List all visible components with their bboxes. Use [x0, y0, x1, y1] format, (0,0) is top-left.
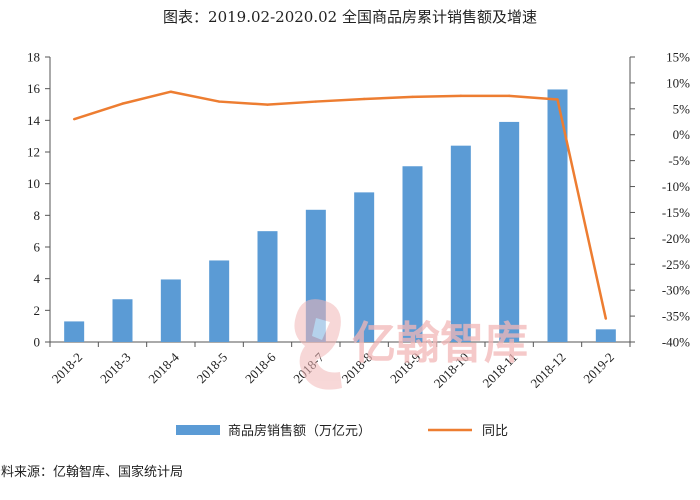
left-tick-label: 10 [27, 176, 40, 191]
growth-line [73, 90, 608, 319]
line-point [169, 90, 173, 93]
x-tick-label: 2018-4 [145, 349, 182, 386]
right-tick-label: 0% [673, 127, 691, 142]
legend-bar-swatch [176, 425, 220, 435]
chart-title: 图表：2019.02-2020.02 全国商品房累计销售额及增速 [163, 8, 537, 26]
bar [209, 260, 230, 342]
legend-line-label: 同比 [482, 424, 508, 439]
line-point [266, 103, 269, 106]
left-tick-label: 14 [27, 113, 41, 128]
line-point [604, 317, 608, 320]
x-axis-ticks [49, 342, 631, 347]
line-point [121, 102, 124, 105]
watermark-text: 亿翰智库 [352, 318, 528, 369]
left-axis-ticks: 0 2 4 6 8 10 12 14 16 18 [27, 50, 50, 350]
source-note: 资料来源：亿翰智库、国家统计局 [0, 464, 183, 480]
right-axis-ticks: -40% -35% -30% -25% -20% -15% -10% -5% 0% 5% 10% 15… [630, 50, 690, 350]
watermark: 亿翰智库 [294, 299, 528, 390]
line-point [217, 100, 221, 103]
legend: 商品房销售额（万亿元） 同比 [176, 423, 508, 439]
bar [257, 231, 278, 342]
right-tick-label: -30% [662, 283, 690, 298]
legend-bar-label: 商品房销售额（万亿元） [228, 423, 371, 439]
right-tick-label: -25% [662, 257, 690, 272]
x-tick-label: 2018-3 [97, 350, 134, 387]
right-tick-label: 5% [673, 101, 691, 116]
left-tick-label: 0 [34, 335, 41, 350]
bar [547, 89, 568, 342]
right-tick-label: 15% [666, 50, 690, 65]
line-point [72, 117, 76, 121]
x-tick-label: 2018-6 [242, 349, 279, 386]
x-tick-label: 2018-2 [49, 350, 86, 387]
left-tick-label: 2 [34, 303, 41, 318]
right-tick-label: -5% [668, 153, 690, 168]
bar [354, 192, 375, 342]
bar [402, 166, 423, 342]
right-tick-label: -20% [662, 231, 690, 246]
left-tick-label: 4 [34, 271, 41, 286]
bar-series [64, 89, 616, 343]
left-tick-label: 12 [27, 145, 40, 160]
right-tick-label: -10% [662, 179, 690, 194]
bar [112, 299, 133, 342]
left-tick-label: 16 [27, 81, 41, 96]
x-tick-label: 2018-12 [527, 350, 568, 391]
right-tick-label: -35% [662, 309, 690, 324]
yihan-logo-icon [294, 299, 342, 390]
line-point [411, 95, 414, 99]
x-tick-label: 2018-5 [194, 350, 231, 387]
line-point [314, 100, 318, 103]
bar [595, 329, 616, 342]
right-tick-label: -40% [662, 335, 690, 350]
line-point [556, 98, 559, 101]
bar [499, 121, 520, 343]
line-point [507, 94, 511, 98]
bar [160, 279, 181, 342]
x-tick-label: 2019-2 [580, 350, 617, 387]
line-point [362, 97, 366, 101]
line-point [459, 94, 463, 98]
right-tick-label: -15% [662, 205, 690, 220]
bar [64, 321, 85, 342]
line-series [72, 90, 608, 320]
right-tick-label: 10% [666, 75, 690, 90]
left-tick-label: 6 [34, 240, 41, 255]
left-tick-label: 18 [27, 50, 40, 65]
left-tick-label: 8 [34, 208, 41, 223]
bar [450, 145, 471, 342]
